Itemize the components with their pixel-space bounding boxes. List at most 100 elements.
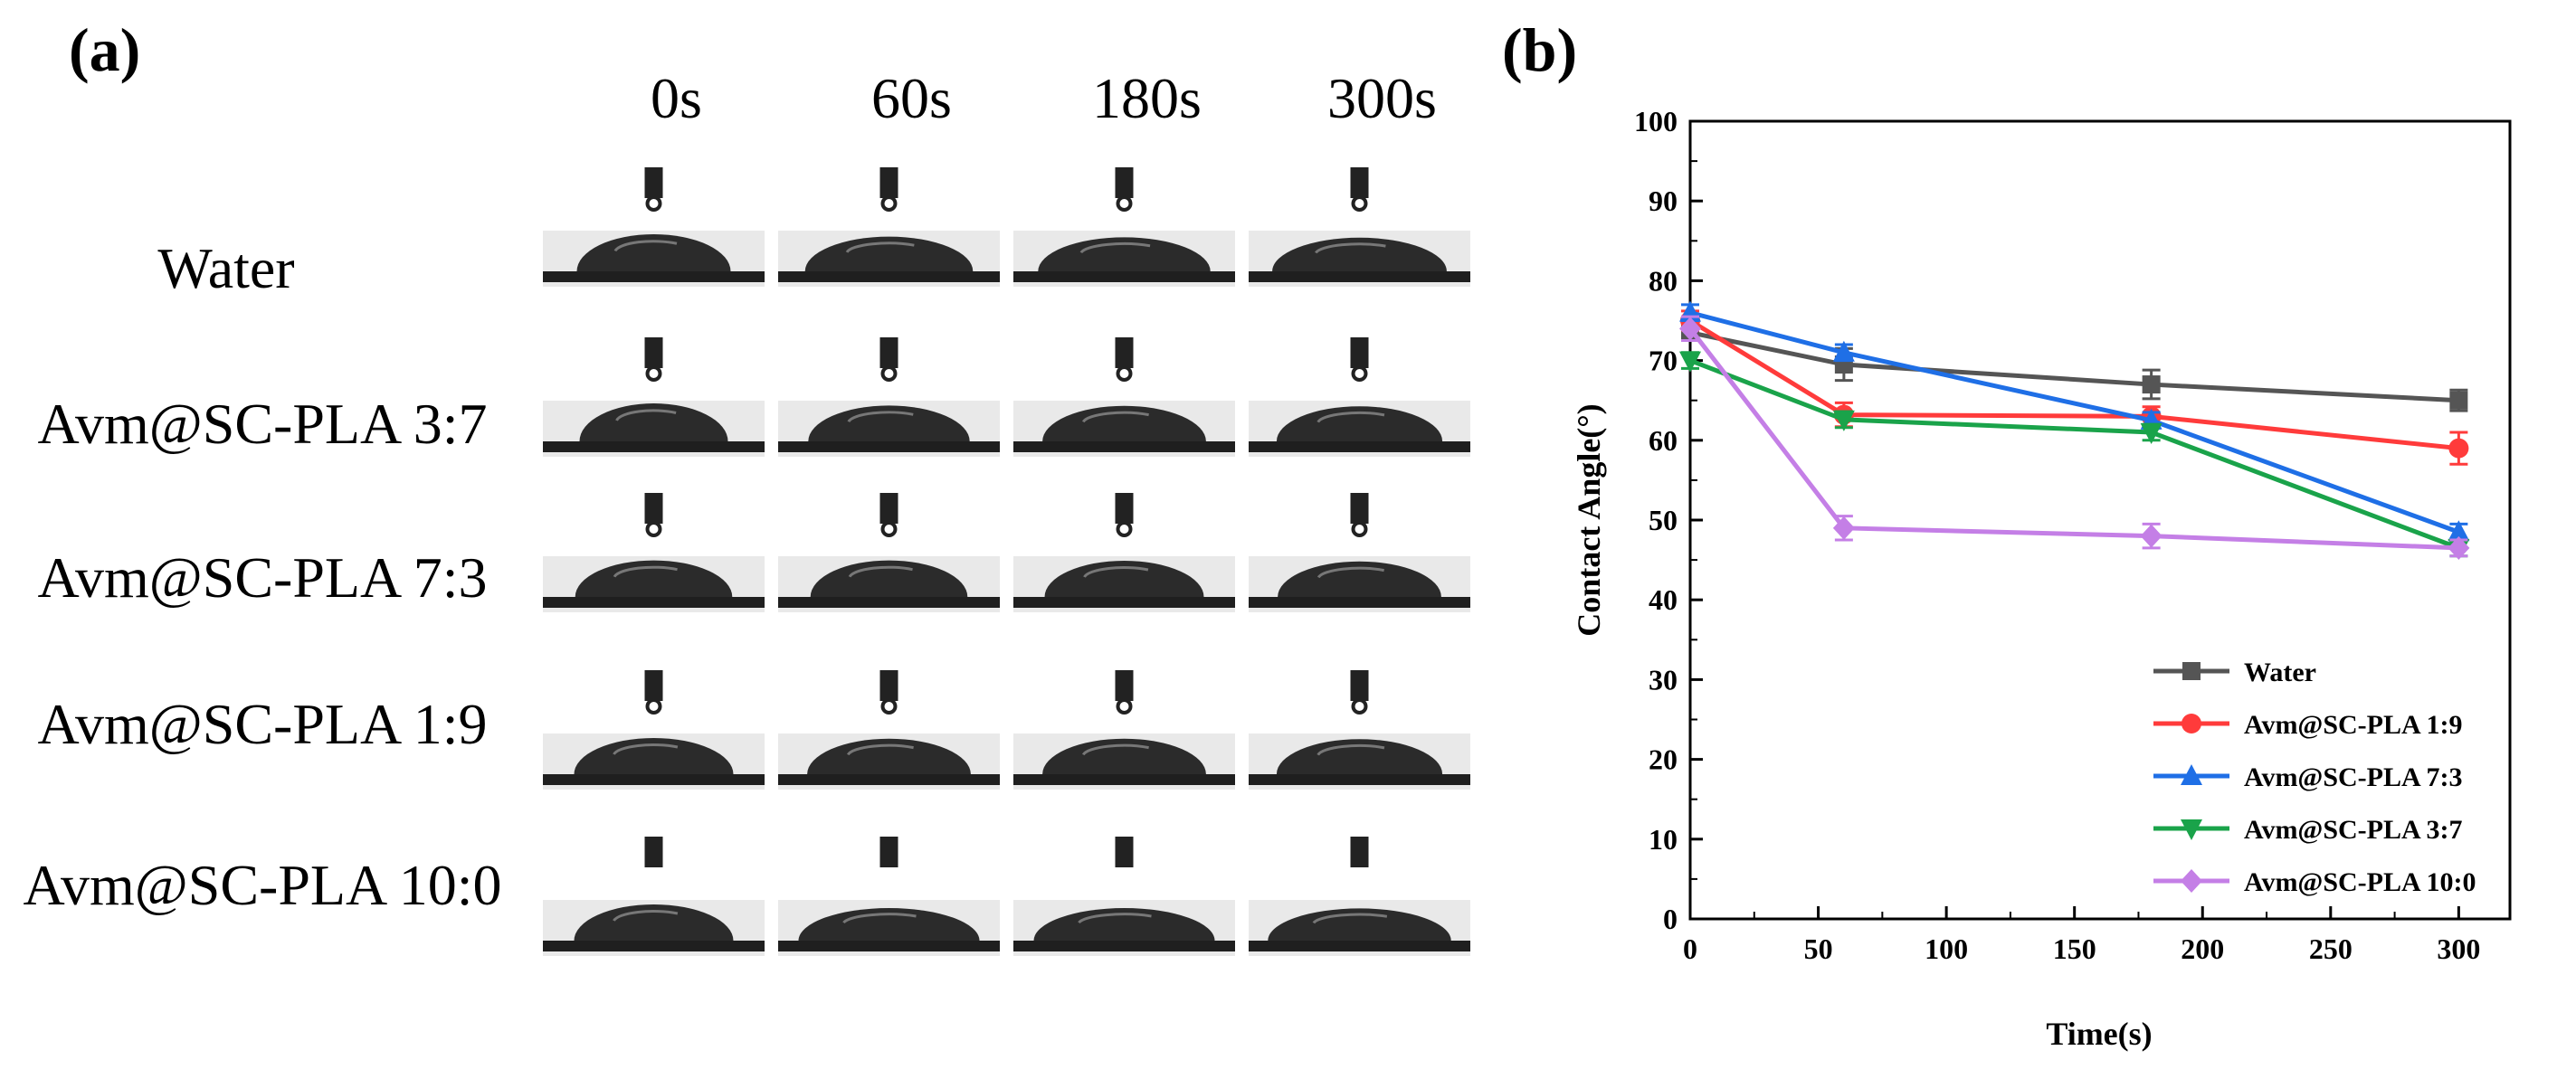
legend-label: Avm@SC-PLA 3:7 — [2244, 815, 2463, 845]
needle — [1115, 837, 1134, 867]
substrate — [1013, 441, 1235, 452]
needle — [1115, 167, 1134, 198]
y-tick-label: 0 — [1663, 903, 1678, 935]
droplet — [1268, 908, 1451, 941]
droplet-photo — [543, 493, 765, 612]
x-axis-title: Time(s) — [2046, 1016, 2152, 1052]
x-tick-label: 300 — [2437, 932, 2480, 965]
hanging-droplet — [1116, 365, 1133, 382]
droplet-photo — [1013, 837, 1235, 956]
droplet — [810, 560, 968, 597]
row-label: Water — [157, 236, 294, 300]
droplet-highlight — [1083, 566, 1149, 578]
hanging-droplet — [1116, 521, 1133, 537]
x-tick-label: 50 — [1804, 932, 1833, 965]
droplet-highlight — [1081, 411, 1149, 423]
droplet-photo — [1249, 670, 1470, 790]
data-point — [1679, 317, 1701, 341]
data-point — [1679, 351, 1701, 373]
droplet — [1276, 739, 1443, 774]
droplet-highlight — [845, 241, 915, 253]
x-tick-label: 0 — [1683, 932, 1697, 965]
x-tick-label: 250 — [2309, 932, 2353, 965]
y-axis-title: Contact Angle(°) — [1571, 403, 1607, 636]
droplet-photo-grid — [543, 167, 1470, 956]
substrate — [778, 941, 1000, 951]
substrate — [778, 774, 1000, 785]
y-tick-label: 80 — [1649, 264, 1678, 297]
y-tick-label: 30 — [1649, 663, 1678, 696]
needle — [1350, 337, 1369, 368]
y-axis-ticks: 0 10 20 30 40 50 60 70 80 90 100 — [1634, 105, 1703, 935]
data-point — [2449, 391, 2468, 410]
series-0 — [1681, 323, 2468, 412]
hanging-droplet — [645, 365, 662, 382]
series-line — [1689, 330, 2459, 403]
needle — [1350, 670, 1369, 701]
needle — [879, 493, 898, 524]
x-tick-label: 150 — [2053, 932, 2096, 965]
substrate — [1249, 597, 1470, 608]
data-point — [2182, 662, 2201, 680]
panel-a: (a) 0s 60s 180s 300s Water Avm@SC-PLA 3:7 Avm… — [24, 15, 1470, 956]
droplet — [574, 738, 734, 774]
legend-entry: Avm@SC-PLA 3:7 — [2153, 815, 2463, 845]
droplet-photo — [1013, 670, 1235, 790]
hanging-droplet — [880, 365, 898, 382]
droplet-highlight — [1317, 744, 1385, 756]
hanging-droplet — [1351, 521, 1368, 537]
droplet — [576, 234, 731, 271]
droplet-highlight — [1314, 242, 1386, 254]
droplet-photo — [1013, 493, 1235, 612]
substrate — [1013, 941, 1235, 951]
hanging-droplet — [645, 195, 662, 212]
legend-entry: Avm@SC-PLA 10:0 — [2153, 867, 2476, 897]
needle — [879, 670, 898, 701]
column-label: 60s — [871, 66, 952, 130]
y-tick-label: 10 — [1649, 823, 1678, 856]
data-point — [2181, 764, 2202, 785]
needle — [1115, 670, 1134, 701]
droplet-highlight — [847, 411, 914, 423]
droplet — [807, 738, 971, 774]
droplet — [1278, 561, 1441, 597]
hanging-droplet — [1116, 195, 1133, 212]
needle — [879, 337, 898, 368]
droplet — [804, 236, 974, 271]
series-2 — [1679, 300, 2470, 542]
droplet-highlight — [613, 743, 679, 755]
droplet-highlight — [1317, 412, 1385, 423]
droplet — [1042, 405, 1206, 441]
column-label: 180s — [1092, 66, 1202, 130]
panel-a-letter: (a) — [69, 15, 140, 84]
droplet-photo — [1249, 337, 1470, 457]
x-tick-label: 200 — [2181, 932, 2224, 965]
y-tick-label: 50 — [1649, 504, 1678, 536]
x-tick-label: 100 — [1925, 932, 1968, 965]
y-tick-label: 70 — [1649, 345, 1678, 377]
droplet-photo — [1013, 337, 1235, 457]
legend-label: Avm@SC-PLA 7:3 — [2244, 762, 2463, 792]
droplet-photo — [778, 493, 1000, 612]
row-label: Avm@SC-PLA 1:9 — [38, 692, 488, 756]
substrate — [1013, 597, 1235, 608]
droplet-photo — [778, 167, 1000, 287]
droplet-photo — [543, 837, 765, 956]
droplet-photo — [1013, 167, 1235, 287]
substrate — [1249, 441, 1470, 452]
droplet-photo — [1249, 167, 1470, 287]
legend-label: Avm@SC-PLA 10:0 — [2244, 867, 2476, 897]
y-tick-label: 90 — [1649, 185, 1678, 217]
droplet — [579, 403, 728, 441]
legend-entry: Avm@SC-PLA 1:9 — [2153, 710, 2463, 740]
legend-label: Water — [2244, 658, 2316, 687]
substrate — [778, 441, 1000, 452]
data-point — [2181, 819, 2202, 840]
droplet-highlight — [1312, 913, 1388, 924]
hanging-droplet — [1351, 365, 1368, 382]
legend-entry: Avm@SC-PLA 7:3 — [2153, 762, 2463, 792]
series-line — [1688, 318, 2459, 451]
needle — [644, 493, 663, 524]
needle — [1350, 167, 1369, 198]
